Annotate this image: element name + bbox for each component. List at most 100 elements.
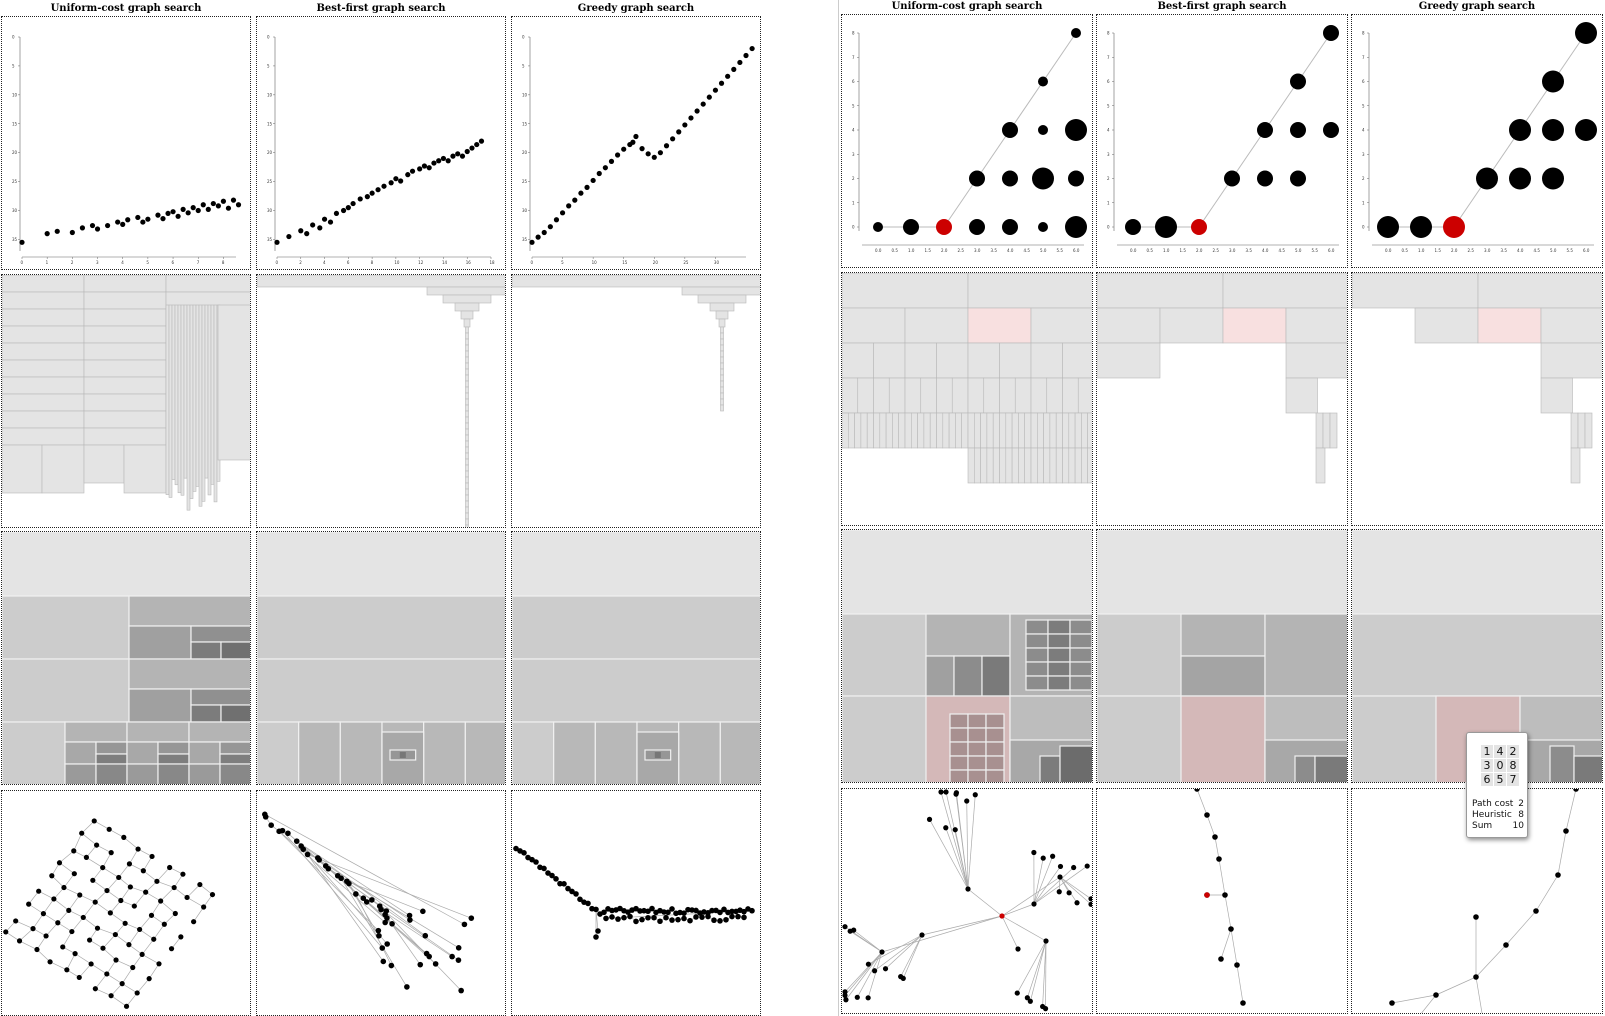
graph-edge [151, 915, 165, 925]
partition-block [720, 356, 724, 364]
graph-edge [63, 887, 80, 896]
graph-edge [141, 939, 155, 955]
treemap-block [967, 755, 987, 771]
data-point [286, 233, 292, 240]
graph-edge [66, 953, 76, 970]
graph-node [422, 932, 429, 939]
data-point [469, 145, 475, 151]
data-point [1575, 22, 1597, 44]
graph-node [49, 873, 55, 879]
graph-node [304, 851, 311, 858]
partition-block [1030, 412, 1038, 449]
graph-edge [110, 983, 123, 996]
data-point [1290, 122, 1306, 138]
y-tick-label: 10 [522, 92, 528, 97]
data-point [440, 155, 447, 162]
partition-block [842, 273, 969, 309]
graph-node [83, 854, 90, 861]
graph-node [865, 961, 872, 967]
treemap-block [257, 595, 505, 660]
graph-node [943, 789, 949, 795]
graph-node [919, 932, 925, 938]
treemap-block [1069, 661, 1092, 677]
partition-block [1322, 412, 1331, 449]
scatter-left-bfs: 0 5 10 15 20 25 30 35 0 2 4 6 8 10 12 14 16 18 [256, 16, 506, 270]
partition-block [892, 412, 900, 449]
data-point [375, 187, 381, 193]
graph-node [639, 916, 645, 923]
data-point [450, 153, 456, 159]
data-point [700, 101, 706, 107]
data-point [1377, 216, 1399, 238]
graph-edge [264, 813, 465, 925]
partition-block [1285, 342, 1347, 379]
treemap-block [126, 721, 190, 743]
graph-node [380, 958, 387, 965]
x-tick-label: 3.5 [1246, 248, 1253, 253]
partition-block [980, 447, 988, 484]
x-tick-label: 8 [371, 260, 374, 265]
partition-block [465, 404, 469, 412]
graph-edge [1435, 976, 1477, 996]
graph-node [627, 913, 633, 920]
scatter-left-ucs-svg: 0 5 10 15 20 25 30 35 0 1 2 3 4 5 6 7 8 [12, 35, 242, 265]
graph-edge [95, 901, 111, 914]
partition-block [1315, 447, 1326, 484]
graph-edge [83, 917, 98, 929]
x-tick-label: 3.0 [974, 248, 981, 253]
graph-edge [900, 934, 923, 977]
partition-block [2, 393, 85, 412]
graph-node [406, 912, 413, 919]
partition-block [83, 342, 167, 361]
tooltip-row-sum: Sum 10 [1472, 821, 1524, 831]
graph-node [378, 906, 384, 913]
partition-block [1062, 377, 1079, 414]
data-point [670, 136, 676, 142]
x-tick-label: 3.5 [1501, 248, 1508, 253]
data-point [165, 210, 171, 217]
y-tick-label: 10 [12, 92, 18, 97]
graph-edge [1033, 856, 1053, 905]
data-point [639, 146, 645, 152]
graph-node [382, 919, 388, 926]
x-tick-label: 20 [653, 260, 659, 265]
graph-node [404, 984, 410, 990]
graph-node [209, 891, 216, 898]
graph-node [71, 871, 77, 877]
y-tick-label: 5 [852, 103, 855, 108]
partition-block [465, 350, 469, 358]
data-point [381, 183, 387, 189]
icicle-right-ucs-svg [842, 273, 1092, 484]
data-point [79, 225, 86, 231]
graph-node [338, 875, 344, 882]
data-point [547, 224, 553, 230]
graph-node [585, 900, 591, 907]
partition-block [83, 427, 167, 446]
graph-node [595, 928, 601, 934]
data-point [200, 202, 206, 208]
partition-block [465, 506, 469, 514]
graph-node [94, 925, 101, 931]
partition-block [873, 412, 881, 449]
graph-node [1014, 990, 1020, 996]
y-tick-label: 2 [1362, 176, 1365, 181]
graph-node [293, 838, 300, 844]
puzzle-tile: 7 [1507, 773, 1519, 786]
y-tick-label: 5 [267, 63, 270, 68]
y-tick-label: 30 [267, 208, 273, 213]
data-point [155, 212, 161, 218]
partition-block [1024, 447, 1032, 484]
partition-block [465, 524, 469, 527]
graph-edge [945, 827, 969, 890]
x-tick-label: 1.5 [1180, 248, 1187, 253]
y-tick-label: 5 [1362, 103, 1365, 108]
graph-edge [130, 886, 146, 893]
column-title-bfs-right: Best-first graph search [1157, 1, 1287, 12]
graph-node [285, 830, 291, 837]
puzzle-tile: 1 [1481, 745, 1493, 758]
graph-edge [49, 961, 67, 971]
graph-node [972, 792, 978, 798]
graph-edge [68, 894, 81, 911]
graph-node [721, 906, 727, 913]
graph-edge [845, 951, 883, 1000]
